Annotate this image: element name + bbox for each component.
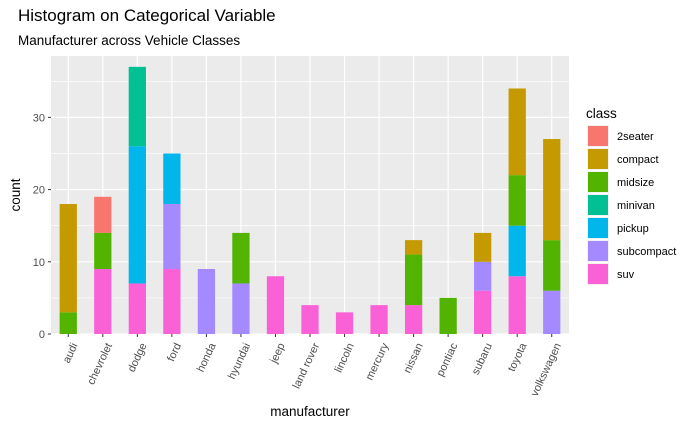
bar-volkswagen-compact xyxy=(543,139,561,241)
bar-subaru-suv xyxy=(474,290,492,334)
bar-toyota-pickup xyxy=(508,225,526,277)
chart-title: Histogram on Categorical Variable xyxy=(18,6,276,25)
bar-jeep-suv xyxy=(266,276,285,334)
bar-hyundai-midsize xyxy=(232,232,250,284)
bar-nissan-compact xyxy=(404,240,423,255)
y-tick-label: 30 xyxy=(33,112,45,124)
x-axis: audi chevrolet dodge ford honda hyundai jeep la… xyxy=(61,334,564,398)
bar-pontiac-midsize xyxy=(439,297,457,334)
x-tick-label: nissan xyxy=(402,341,426,375)
legend-swatch-midsize xyxy=(588,172,608,192)
y-tick-label: 20 xyxy=(33,185,45,197)
bar-ford-suv xyxy=(163,269,181,334)
bar-audi-compact xyxy=(59,204,77,313)
x-tick-label: dodge xyxy=(126,341,150,374)
bar-mercury-suv xyxy=(370,305,388,334)
bar-hyundai-subcompact xyxy=(232,283,250,334)
legend-swatch-compact xyxy=(588,149,608,169)
legend: class 2seater compact midsize minivan pickup… xyxy=(586,106,676,285)
x-tick-label: chevrolet xyxy=(85,341,115,387)
bar-dodge-suv xyxy=(128,283,146,334)
x-tick-label: hyundai xyxy=(226,341,253,381)
bar-toyota-suv xyxy=(508,276,526,334)
x-tick-label: toyota xyxy=(506,340,530,373)
bar-dodge-pickup xyxy=(128,146,146,284)
legend-label-suv: suv xyxy=(617,269,635,281)
bar-subaru-subcompact xyxy=(474,261,492,291)
legend-title: class xyxy=(586,106,617,121)
legend-label-minivan: minivan xyxy=(617,200,655,212)
bars xyxy=(59,66,561,334)
x-tick-label: jeep xyxy=(268,341,288,366)
legend-swatch-pickup xyxy=(588,218,608,238)
legend-label-compact: compact xyxy=(617,154,659,166)
bar-volkswagen-midsize xyxy=(543,240,561,291)
bar-volkswagen-subcompact xyxy=(543,290,561,334)
bar-audi-midsize xyxy=(59,312,77,334)
legend-label-subcompact: subcompact xyxy=(617,246,676,258)
legend-swatch-2seater xyxy=(588,126,608,146)
y-axis-title: count xyxy=(8,178,23,211)
y-tick-label: 10 xyxy=(33,257,45,269)
chart-subtitle: Manufacturer across Vehicle Classes xyxy=(18,33,241,48)
legend-swatch-suv xyxy=(588,264,608,284)
x-tick-label: ford xyxy=(165,341,184,363)
x-tick-label: volkswagen xyxy=(529,341,564,398)
x-tick-label: honda xyxy=(195,340,219,374)
x-tick-label: mercury xyxy=(364,341,392,383)
bar-toyota-midsize xyxy=(508,175,526,226)
legend-swatch-minivan xyxy=(588,195,608,215)
bar-nissan-suv xyxy=(404,305,423,334)
bar-lincoln-suv xyxy=(335,312,354,334)
bar-honda-subcompact xyxy=(197,269,216,334)
bar-chevrolet-midsize xyxy=(94,232,112,270)
legend-label-midsize: midsize xyxy=(617,177,654,189)
x-tick-label: audi xyxy=(61,341,81,365)
bar-chevrolet-2seater xyxy=(94,196,112,233)
legend-swatch-subcompact xyxy=(588,241,608,261)
bar-dodge-minivan xyxy=(128,66,146,147)
bar-subaru-compact xyxy=(474,232,492,262)
legend-label-2seater: 2seater xyxy=(617,131,654,143)
y-axis: 0 10 20 30 xyxy=(33,112,51,341)
x-tick-label: land rover xyxy=(291,341,323,391)
bar-land-rover-suv xyxy=(301,305,319,334)
bar-toyota-compact xyxy=(508,88,526,176)
bar-chevrolet-suv xyxy=(94,269,112,334)
x-axis-title: manufacturer xyxy=(270,404,350,419)
x-tick-label: lincoln xyxy=(333,341,357,374)
legend-label-pickup: pickup xyxy=(617,223,649,235)
x-tick-label: subaru xyxy=(470,341,495,377)
x-tick-label: pontiac xyxy=(435,341,461,379)
y-tick-label: 0 xyxy=(39,329,45,341)
bar-nissan-midsize xyxy=(404,254,423,306)
bar-ford-pickup xyxy=(163,153,181,205)
bar-ford-subcompact xyxy=(163,204,181,270)
